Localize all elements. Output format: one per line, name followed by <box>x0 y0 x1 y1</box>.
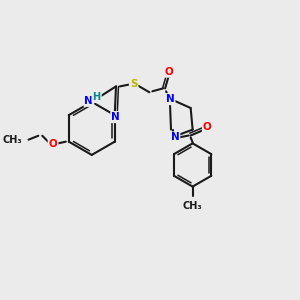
Text: O: O <box>49 139 57 148</box>
Text: N: N <box>166 94 174 104</box>
Text: CH₃: CH₃ <box>3 135 22 145</box>
Text: O: O <box>203 122 212 132</box>
Text: N: N <box>171 133 179 142</box>
Text: CH₃: CH₃ <box>183 201 202 211</box>
Text: N: N <box>111 112 120 122</box>
Text: O: O <box>165 67 173 76</box>
Text: S: S <box>130 80 137 89</box>
Text: H: H <box>93 92 101 102</box>
Text: N: N <box>84 96 93 106</box>
